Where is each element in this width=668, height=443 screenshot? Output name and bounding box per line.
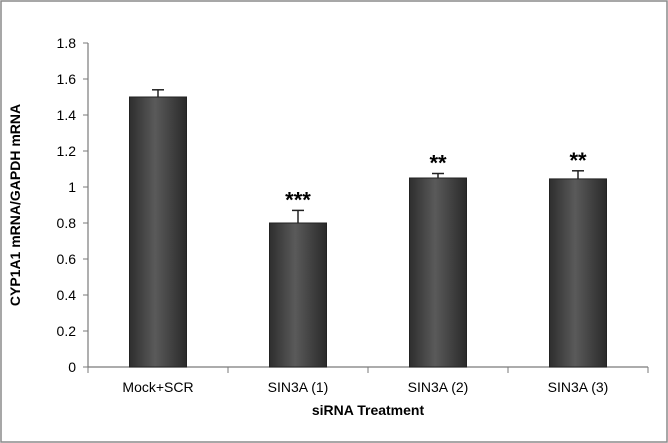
bar <box>409 177 467 368</box>
plot-area: 0 0.2 0.4 0.6 0.8 1 1.2 1.4 1.6 1.8 Mock+SCR *** SIN… <box>57 35 649 395</box>
significance-label: *** <box>285 187 311 212</box>
x-axis-title: siRNA Treatment <box>312 402 425 418</box>
significance-label: ** <box>429 151 447 176</box>
y-tick-label: 1.4 <box>57 107 77 123</box>
x-tick-label: SIN3A (3) <box>548 379 609 395</box>
y-tick-label: 0.2 <box>57 323 77 339</box>
x-tick-label: SIN3A (2) <box>408 379 469 395</box>
bar <box>129 96 187 368</box>
x-tick-label: SIN3A (1) <box>268 379 329 395</box>
x-tick-label: Mock+SCR <box>122 379 193 395</box>
y-tick-label: 1.2 <box>57 143 77 159</box>
y-tick-label: 0.6 <box>57 251 77 267</box>
y-tick-label: 1.6 <box>57 71 77 87</box>
y-axis-title: CYP1A1 mRNA/GAPDH mRNA <box>7 104 23 306</box>
y-tick-label: 0.8 <box>57 215 77 231</box>
y-tick-label: 0 <box>68 359 76 375</box>
bar <box>269 222 327 368</box>
y-tick-label: 1.8 <box>57 35 77 51</box>
y-tick-label: 0.4 <box>57 287 77 303</box>
bar <box>549 178 607 368</box>
significance-label: ** <box>569 148 587 173</box>
y-tick-label: 1 <box>68 179 76 195</box>
